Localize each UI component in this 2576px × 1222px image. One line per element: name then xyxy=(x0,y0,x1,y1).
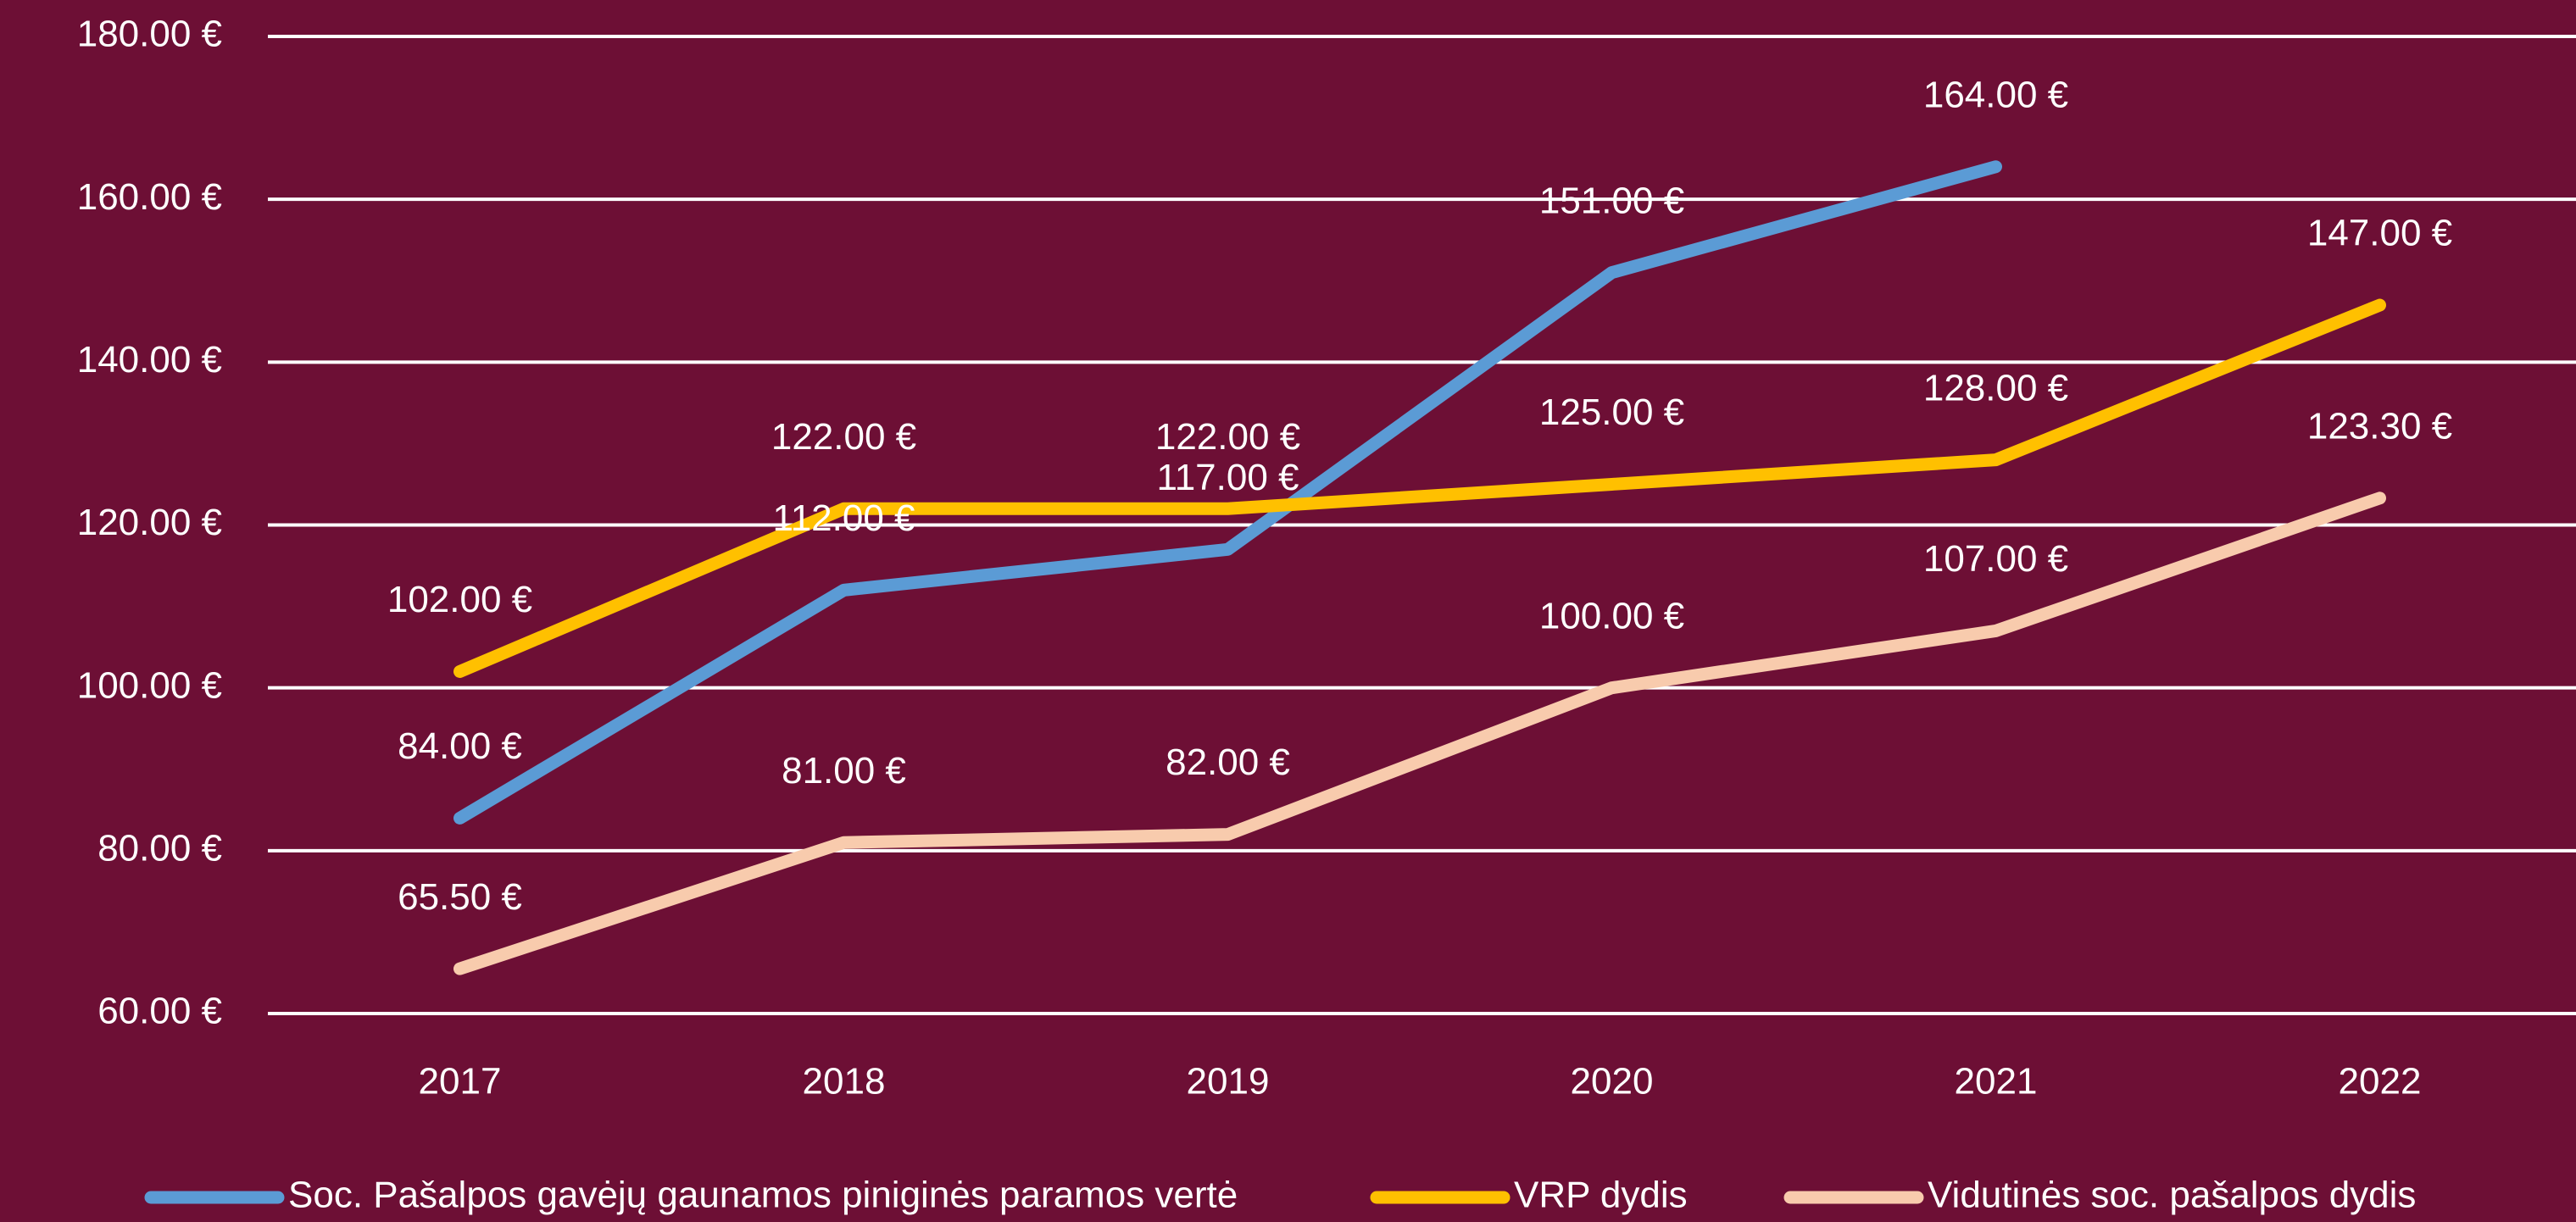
y-tick-label: 100.00 € xyxy=(77,664,222,706)
x-tick-label: 2018 xyxy=(803,1061,886,1103)
x-tick-label: 2017 xyxy=(419,1061,502,1103)
data-label: 100.00 € xyxy=(1539,595,1684,636)
y-tick-label: 60.00 € xyxy=(97,991,222,1032)
data-label: 151.00 € xyxy=(1539,180,1684,221)
series-line xyxy=(453,160,2002,825)
data-label: 117.00 € xyxy=(1156,457,1299,498)
y-tick-label: 160.00 € xyxy=(77,176,222,218)
data-label: 82.00 € xyxy=(1166,742,1290,783)
legend-label: Vidutinės soc. pašalpos dydis xyxy=(1928,1175,2416,1216)
x-tick-label: 2022 xyxy=(2339,1061,2422,1103)
x-tick-label: 2021 xyxy=(1955,1061,2038,1103)
data-label: 122.00 € xyxy=(771,416,916,458)
data-label: 112.00 € xyxy=(772,497,915,539)
data-label: 123.30 € xyxy=(2307,405,2452,447)
y-tick-label: 180.00 € xyxy=(77,14,222,55)
legend-label: Soc. Pašalpos gavėjų gaunamos piniginės … xyxy=(288,1175,1238,1216)
data-label: 147.00 € xyxy=(2307,213,2452,254)
data-label: 65.50 € xyxy=(398,876,522,918)
series-line xyxy=(453,298,2386,678)
legend-label: VRP dydis xyxy=(1514,1175,1688,1216)
series-line xyxy=(453,492,2386,975)
data-label: 125.00 € xyxy=(1539,392,1684,433)
data-label: 122.00 € xyxy=(1155,416,1300,458)
y-tick-label: 140.00 € xyxy=(77,339,222,380)
y-tick-label: 80.00 € xyxy=(97,827,222,869)
x-tick-label: 2019 xyxy=(1187,1061,1270,1103)
y-tick-label: 120.00 € xyxy=(77,502,222,543)
data-label: 128.00 € xyxy=(1923,367,2068,408)
data-label: 164.00 € xyxy=(1923,74,2068,115)
data-label: 102.00 € xyxy=(387,579,532,620)
x-tick-label: 2020 xyxy=(1571,1061,1654,1103)
data-label: 84.00 € xyxy=(398,725,522,767)
data-label: 81.00 € xyxy=(782,750,906,792)
data-label: 107.00 € xyxy=(1923,538,2068,580)
